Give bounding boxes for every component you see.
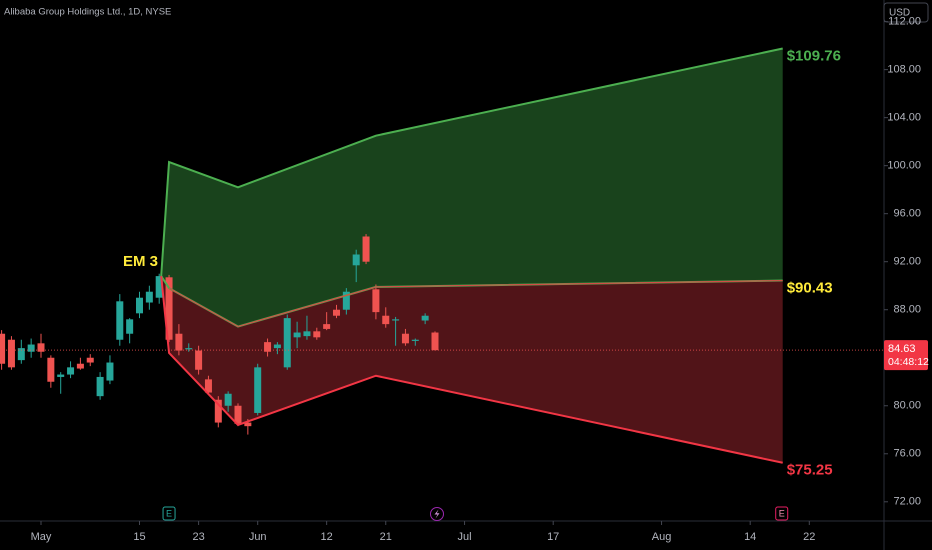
candle-body <box>96 376 104 397</box>
candle-body <box>76 363 84 369</box>
x-tick-label: 17 <box>547 531 559 543</box>
icon-bolt <box>434 509 440 519</box>
x-tick-label: 15 <box>133 531 145 543</box>
candle-body <box>273 344 281 349</box>
lower-band-label: $75.25 <box>787 462 833 479</box>
candle-body <box>234 405 242 424</box>
candle-body <box>17 348 25 361</box>
lower-band-fill <box>161 276 783 463</box>
lower-band-line <box>160 276 783 464</box>
candle-body <box>264 342 272 352</box>
y-tick-label: 112.00 <box>888 16 921 28</box>
candle-body <box>283 318 291 368</box>
candle-body <box>421 315 429 321</box>
upper-band-line <box>160 47 783 277</box>
candle-body <box>372 289 380 313</box>
candle-body <box>342 291 350 310</box>
x-tick-label: Jul <box>458 531 472 543</box>
event-label: E <box>166 508 172 518</box>
candle-body <box>224 393 232 406</box>
last-price-box <box>884 340 928 371</box>
candle-body <box>145 291 153 303</box>
candle-body <box>313 331 321 338</box>
candle-body <box>392 319 400 321</box>
event-label: E <box>779 508 785 518</box>
countdown: 04:48:12 <box>888 356 929 368</box>
candle-body <box>47 357 55 382</box>
candle-body <box>204 379 212 393</box>
candle-body <box>86 357 94 363</box>
x-tick-label: 14 <box>744 531 756 543</box>
y-tick-label: 88.00 <box>893 304 921 316</box>
currency-box[interactable] <box>883 2 929 23</box>
x-tick-label: 21 <box>380 531 392 543</box>
annotation: EM 3 <box>123 253 158 270</box>
plot-area: $109.76 $90.43 $75.25 <box>0 47 841 479</box>
candle-body <box>7 339 15 368</box>
candle-body <box>116 301 124 340</box>
upper-band-fill <box>161 48 783 327</box>
candle-body <box>254 367 262 413</box>
candle-body <box>293 332 301 338</box>
candle-body <box>303 331 311 337</box>
candle-body <box>431 332 439 351</box>
y-tick-label: 104.00 <box>887 112 921 124</box>
y-tick-label: 108.00 <box>887 64 921 76</box>
mid-band-label: $90.43 <box>787 280 833 297</box>
x-tick-label: Aug <box>652 531 672 543</box>
candle-body <box>0 333 6 364</box>
candle-body <box>126 319 134 334</box>
x-tick-label: May <box>31 531 52 543</box>
mid-band-line-lower <box>168 279 783 328</box>
candle-body <box>411 339 419 341</box>
candle-body <box>155 276 163 298</box>
chart-title: Alibaba Group Holdings Ltd., 1D, NYSE <box>4 7 171 18</box>
candle-body <box>195 350 203 370</box>
currency: USD <box>889 8 910 19</box>
candle-body <box>333 309 340 316</box>
candle-body <box>37 343 45 352</box>
candle-body <box>165 277 173 340</box>
candle-body <box>401 333 409 344</box>
candle-body <box>323 324 331 329</box>
y-tick-label: 96.00 <box>893 208 921 220</box>
lightning-icon[interactable] <box>430 507 444 521</box>
candle-body <box>136 297 143 314</box>
candle-body <box>27 344 35 352</box>
last-price-label: 84.63 <box>888 343 916 355</box>
candle-body <box>67 367 75 375</box>
y-tick-label: 80.00 <box>893 400 921 412</box>
candle-body <box>106 362 114 381</box>
x-tick-label: 12 <box>321 531 333 543</box>
y-tick-label: 76.00 <box>893 448 921 460</box>
event-box <box>162 506 176 521</box>
event-box <box>775 506 789 521</box>
candle-body <box>362 236 370 262</box>
upper-band-label: $109.76 <box>787 47 841 64</box>
y-tick-label: 92.00 <box>893 256 921 268</box>
x-tick-label: Jun <box>249 531 267 543</box>
candle-body <box>244 422 252 427</box>
x-tick-label: 22 <box>803 531 815 543</box>
candle-body <box>175 333 183 351</box>
candle-body <box>185 348 193 350</box>
candle-body <box>57 374 65 377</box>
y-tick-label: 100.00 <box>887 160 921 172</box>
candle-body <box>214 399 222 423</box>
candle-body <box>352 254 360 266</box>
y-tick-label: 72.00 <box>893 496 921 508</box>
x-tick-label: 23 <box>192 531 204 543</box>
icon-ring <box>430 507 444 521</box>
candle-body <box>382 315 390 325</box>
